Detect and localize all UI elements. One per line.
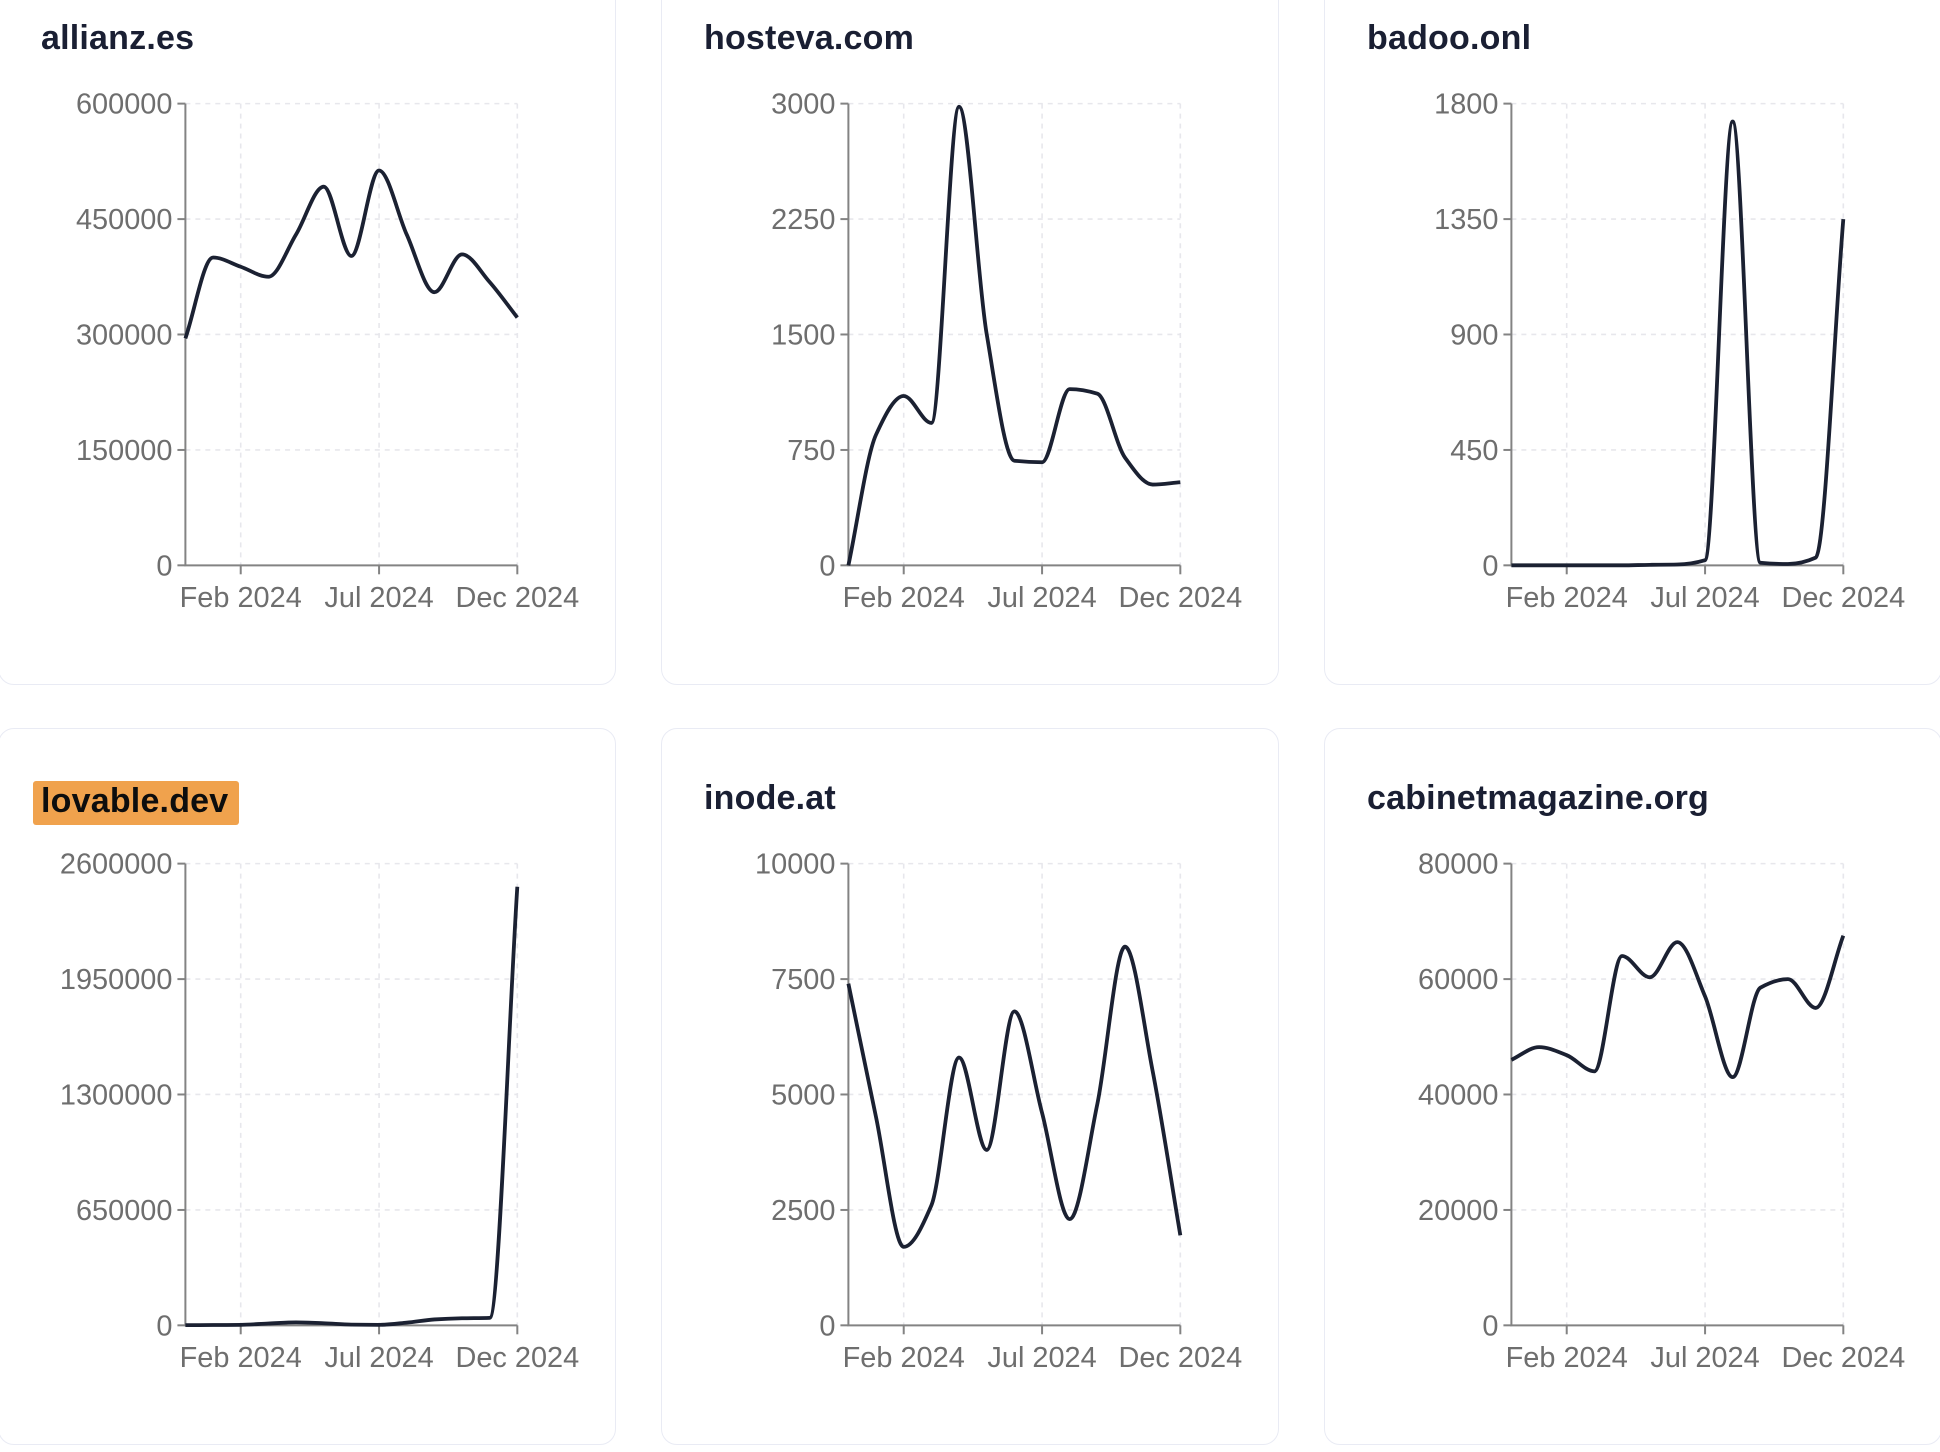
chart-card[interactable]: hosteva.com 0 750 1500 2250 3000 Feb 2024 Jul … xyxy=(661,0,1279,685)
traffic-line-chart: 0 650000 1300000 1950000 2600000 Feb 2024 Jul … xyxy=(60,849,579,1375)
y-tick-label: 150000 xyxy=(76,435,172,467)
x-tick-label: Feb 2024 xyxy=(843,1342,965,1374)
x-tick-label: Dec 2024 xyxy=(1118,1342,1242,1374)
chart-title-text: hosteva.com xyxy=(704,19,915,57)
y-tick-label: 1800 xyxy=(1434,89,1498,121)
y-tick-label: 900 xyxy=(1450,319,1498,351)
y-tick-label: 1350 xyxy=(1434,204,1498,236)
x-tick-label: Feb 2024 xyxy=(843,582,965,614)
traffic-line-chart: 0 150000 300000 450000 600000 Feb 2024 Jul 202… xyxy=(76,89,579,615)
x-tick-label: Feb 2024 xyxy=(180,582,302,614)
chart-title: hosteva.com xyxy=(704,19,915,57)
y-tick-label: 2250 xyxy=(771,204,835,236)
line-series xyxy=(846,944,1183,1249)
y-tick-label: 3000 xyxy=(771,89,835,121)
y-tick-label: 450000 xyxy=(76,204,172,236)
x-tick-label: Dec 2024 xyxy=(1118,582,1242,614)
axis-line xyxy=(847,863,1181,1327)
chart-title-text: badoo.onl xyxy=(1367,19,1532,57)
chart-title: allianz.es xyxy=(41,19,195,57)
x-tick-label: Jul 2024 xyxy=(1650,582,1759,614)
y-tick-label: 450 xyxy=(1450,435,1498,467)
x-tick-label: Feb 2024 xyxy=(180,1342,302,1374)
traffic-line-chart: 0 20000 40000 60000 80000 Feb 2024 Jul 2024 Dec… xyxy=(1418,849,1905,1375)
y-tick-label: 0 xyxy=(156,1310,172,1342)
x-tick-label: Jul 2024 xyxy=(1650,1342,1759,1374)
x-tick-label: Feb 2024 xyxy=(1506,1342,1628,1374)
y-tick-label: 0 xyxy=(1482,550,1498,582)
traffic-line-chart: 0 750 1500 2250 3000 Feb 2024 Jul 2024 Dec 2024 xyxy=(771,89,1242,615)
chart-title: inode.at xyxy=(704,779,836,817)
y-tick-label: 5000 xyxy=(771,1079,835,1111)
x-tick-label: Dec 2024 xyxy=(455,582,579,614)
chart-card[interactable]: badoo.onl 0 450 900 1350 1800 Feb 2024 Jul 202… xyxy=(1324,0,1940,685)
y-tick-label: 2600000 xyxy=(60,849,173,881)
line-series xyxy=(1510,935,1846,1080)
chart-title: lovable.dev xyxy=(33,781,240,825)
chart-title: badoo.onl xyxy=(1367,19,1532,57)
x-tick-label: Dec 2024 xyxy=(455,1342,579,1374)
chart-title-text: allianz.es xyxy=(41,19,195,57)
y-tick-label: 0 xyxy=(1482,1310,1498,1342)
y-tick-label: 40000 xyxy=(1418,1079,1498,1111)
line-series xyxy=(1511,119,1846,568)
chart-card[interactable]: inode.at 0 2500 5000 7500 10000 Feb 2024 Jul 2… xyxy=(661,728,1279,1445)
y-tick-label: 60000 xyxy=(1418,964,1498,996)
line-series xyxy=(185,886,520,1328)
traffic-line-chart: 0 2500 5000 7500 10000 Feb 2024 Jul 2024 Dec 20… xyxy=(755,849,1242,1375)
chart-card[interactable]: cabinetmagazine.org 0 20000 40000 60000 8000… xyxy=(1324,728,1940,1445)
y-tick-label: 1300000 xyxy=(60,1079,173,1111)
y-tick-label: 7500 xyxy=(771,964,835,996)
x-tick-label: Feb 2024 xyxy=(1506,582,1628,614)
y-tick-label: 0 xyxy=(156,550,172,582)
y-tick-label: 0 xyxy=(819,1310,835,1342)
line-series xyxy=(846,104,1181,566)
y-tick-label: 300000 xyxy=(76,319,172,351)
y-tick-label: 80000 xyxy=(1418,849,1498,881)
x-tick-label: Dec 2024 xyxy=(1781,582,1905,614)
y-tick-label: 2500 xyxy=(771,1195,835,1227)
x-tick-label: Dec 2024 xyxy=(1781,1342,1905,1374)
chart-title-text: inode.at xyxy=(704,779,836,817)
y-tick-label: 1500 xyxy=(771,319,835,351)
y-tick-label: 10000 xyxy=(755,849,835,881)
y-tick-label: 650000 xyxy=(76,1195,172,1227)
x-tick-label: Jul 2024 xyxy=(987,1342,1096,1374)
x-tick-label: Jul 2024 xyxy=(324,1342,433,1374)
y-tick-label: 600000 xyxy=(76,89,172,121)
chart-card[interactable]: lovable.dev 0 650000 1300000 1950000 2600000… xyxy=(0,728,616,1445)
chart-card[interactable]: allianz.es 0 150000 300000 450000 600000 Feb … xyxy=(0,0,616,685)
chart-title-text-highlighted: lovable.dev xyxy=(33,781,240,825)
x-tick-label: Jul 2024 xyxy=(324,582,433,614)
y-tick-label: 1950000 xyxy=(60,964,173,996)
chart-title: cabinetmagazine.org xyxy=(1367,779,1709,817)
y-tick-label: 750 xyxy=(787,435,835,467)
y-tick-label: 0 xyxy=(819,550,835,582)
line-series xyxy=(183,168,519,339)
y-tick-label: 20000 xyxy=(1418,1195,1498,1227)
chart-title-text: cabinetmagazine.org xyxy=(1367,779,1709,817)
traffic-line-chart: 0 450 900 1350 1800 Feb 2024 Jul 2024 Dec 2024 xyxy=(1434,89,1905,615)
x-tick-label: Jul 2024 xyxy=(987,582,1096,614)
